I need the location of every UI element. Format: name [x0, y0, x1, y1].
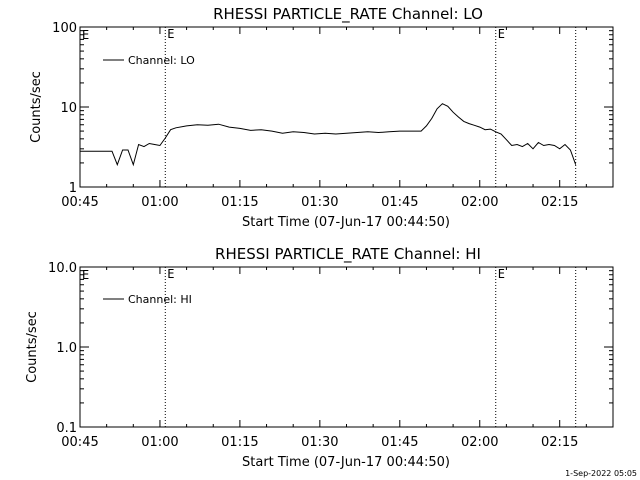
plot-frame	[79, 266, 614, 428]
x-tick-label: 00:45	[61, 195, 98, 210]
x-ticks: 00:45 01:00 01:15 01:30 01:45 02:00 02:15	[61, 267, 614, 450]
corner-marker-label: E	[82, 28, 89, 42]
legend: Channel: HI	[103, 293, 192, 306]
legend: Channel: LO	[103, 54, 195, 67]
x-tick-label: 02:00	[461, 435, 498, 450]
corner-marker-label: E	[82, 268, 89, 282]
legend-label: Channel: LO	[128, 54, 195, 67]
x-tick-label: 01:30	[301, 195, 338, 210]
x-tick-label: 00:45	[61, 435, 98, 450]
y-ticks: 1 10 100	[52, 21, 613, 196]
plot-frame	[79, 26, 614, 188]
x-tick-label: 01:15	[221, 195, 258, 210]
x-ticks: 00:45 01:00 01:15 01:30 01:45 02:00 02:15	[61, 27, 614, 210]
x-tick-label: 02:15	[541, 435, 578, 450]
y-axis-label: Counts/sec	[29, 71, 44, 143]
x-tick-label: 01:30	[301, 435, 338, 450]
event-marker-label: E	[498, 267, 505, 281]
x-tick-label: 01:45	[381, 435, 418, 450]
x-tick-label: 01:15	[221, 435, 258, 450]
x-tick-label: 02:00	[461, 195, 498, 210]
chart-panel-hi: RHESSI PARTICLE_RATE Channel: HI Counts/…	[25, 245, 614, 470]
event-marker-label: E	[167, 267, 174, 281]
legend-label: Channel: HI	[128, 293, 192, 306]
event-marker-label: E	[498, 27, 505, 41]
x-tick-label: 01:00	[141, 195, 178, 210]
x-tick-label: 01:00	[141, 435, 178, 450]
y-tick-label: 10	[60, 101, 77, 116]
x-tick-label: 02:15	[541, 195, 578, 210]
x-axis-label: Start Time (07-Jun-17 00:44:50)	[242, 215, 450, 230]
x-tick-label: 01:45	[381, 195, 418, 210]
x-axis-label: Start Time (07-Jun-17 00:44:50)	[242, 455, 450, 470]
footer-timestamp: 1-Sep-2022 05:05	[565, 469, 637, 478]
y-axis-label: Counts/sec	[25, 311, 40, 383]
y-tick-label: 0.1	[56, 421, 77, 436]
y-ticks: 0.1 1.0 10.0	[48, 261, 613, 436]
chart-panel-lo: RHESSI PARTICLE_RATE Channel: LO Counts/…	[29, 5, 614, 230]
y-tick-label: 1	[69, 181, 77, 196]
series-group	[80, 103, 577, 167]
series-line	[80, 103, 577, 167]
y-tick-label: 1.0	[56, 341, 77, 356]
y-tick-label: 100	[52, 21, 77, 36]
chart-title: RHESSI PARTICLE_RATE Channel: HI	[215, 245, 481, 264]
chart-title: RHESSI PARTICLE_RATE Channel: LO	[213, 5, 483, 24]
event-marker-label: E	[167, 27, 174, 41]
y-tick-label: 10.0	[48, 261, 77, 276]
